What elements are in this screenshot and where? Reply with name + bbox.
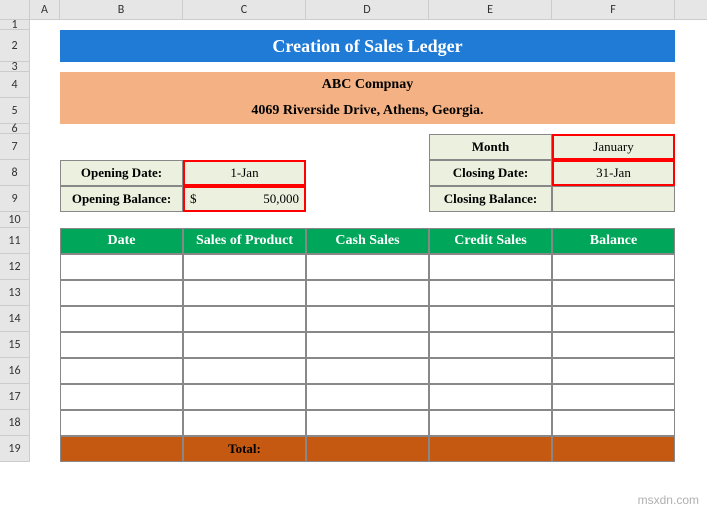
- row-15[interactable]: 15: [0, 332, 30, 358]
- row-11[interactable]: 11: [0, 228, 30, 254]
- row-14[interactable]: 14: [0, 306, 30, 332]
- table-row[interactable]: [60, 254, 183, 280]
- total-blank: [60, 436, 183, 462]
- row-1[interactable]: 1: [0, 20, 30, 30]
- th-cash-sales: Cash Sales: [306, 228, 429, 254]
- month-label: Month: [429, 134, 552, 160]
- table-row[interactable]: [60, 384, 183, 410]
- row-17[interactable]: 17: [0, 384, 30, 410]
- row-13[interactable]: 13: [0, 280, 30, 306]
- th-sales-product: Sales of Product: [183, 228, 306, 254]
- table-row[interactable]: [306, 358, 429, 384]
- table-row[interactable]: [306, 332, 429, 358]
- table-row[interactable]: [552, 306, 675, 332]
- table-row[interactable]: [429, 254, 552, 280]
- opening-date-value[interactable]: 1-Jan: [183, 160, 306, 186]
- col-D[interactable]: D: [306, 0, 429, 19]
- table-row[interactable]: [183, 280, 306, 306]
- total-cash: [306, 436, 429, 462]
- col-B[interactable]: B: [60, 0, 183, 19]
- company-address: 4069 Riverside Drive, Athens, Georgia.: [60, 98, 675, 124]
- row-18[interactable]: 18: [0, 410, 30, 436]
- opening-balance-label: Opening Balance:: [60, 186, 183, 212]
- total-credit: [429, 436, 552, 462]
- total-balance: [552, 436, 675, 462]
- col-E[interactable]: E: [429, 0, 552, 19]
- th-balance: Balance: [552, 228, 675, 254]
- table-row[interactable]: [552, 358, 675, 384]
- table-row[interactable]: [429, 384, 552, 410]
- closing-balance-value[interactable]: [552, 186, 675, 212]
- table-row[interactable]: [183, 358, 306, 384]
- table-row[interactable]: [552, 384, 675, 410]
- row-headers: 1 2 3 4 5 6 7 8 9 10 11 12 13 14 15 16 1…: [0, 20, 30, 462]
- row-3[interactable]: 3: [0, 62, 30, 72]
- table-row[interactable]: [60, 306, 183, 332]
- closing-date-value[interactable]: 31-Jan: [552, 160, 675, 186]
- col-C[interactable]: C: [183, 0, 306, 19]
- watermark: msxdn.com: [638, 493, 699, 507]
- table-row[interactable]: [183, 306, 306, 332]
- row-8[interactable]: 8: [0, 160, 30, 186]
- table-row[interactable]: [60, 410, 183, 436]
- closing-balance-label: Closing Balance:: [429, 186, 552, 212]
- table-row[interactable]: [429, 280, 552, 306]
- table-row[interactable]: [552, 280, 675, 306]
- closing-date-label: Closing Date:: [429, 160, 552, 186]
- currency-symbol: $: [190, 191, 197, 207]
- table-row[interactable]: [60, 280, 183, 306]
- total-label: Total:: [183, 436, 306, 462]
- table-row[interactable]: [60, 358, 183, 384]
- col-A[interactable]: A: [30, 0, 60, 19]
- row-5[interactable]: 5: [0, 98, 30, 124]
- col-F[interactable]: F: [552, 0, 675, 19]
- table-row[interactable]: [306, 254, 429, 280]
- table-row[interactable]: [306, 410, 429, 436]
- table-row[interactable]: [429, 358, 552, 384]
- table-row[interactable]: [306, 306, 429, 332]
- row-12[interactable]: 12: [0, 254, 30, 280]
- table-row[interactable]: [429, 410, 552, 436]
- opening-balance-value[interactable]: $ 50,000: [183, 186, 306, 212]
- row-9[interactable]: 9: [0, 186, 30, 212]
- row-16[interactable]: 16: [0, 358, 30, 384]
- th-date: Date: [60, 228, 183, 254]
- table-row[interactable]: [183, 384, 306, 410]
- table-row[interactable]: [552, 332, 675, 358]
- spreadsheet-grid[interactable]: Creation of Sales Ledger ABC Compnay 406…: [30, 20, 707, 462]
- table-row[interactable]: [552, 254, 675, 280]
- title-bar: Creation of Sales Ledger: [60, 30, 675, 62]
- row-7[interactable]: 7: [0, 134, 30, 160]
- opening-date-label: Opening Date:: [60, 160, 183, 186]
- table-row[interactable]: [60, 332, 183, 358]
- row-19[interactable]: 19: [0, 436, 30, 462]
- table-row[interactable]: [552, 410, 675, 436]
- row-2[interactable]: 2: [0, 30, 30, 62]
- row-6[interactable]: 6: [0, 124, 30, 134]
- table-row[interactable]: [183, 254, 306, 280]
- column-headers: A B C D E F: [0, 0, 707, 20]
- corner: [0, 0, 30, 19]
- table-row[interactable]: [429, 306, 552, 332]
- table-row[interactable]: [429, 332, 552, 358]
- row-4[interactable]: 4: [0, 72, 30, 98]
- table-row[interactable]: [306, 384, 429, 410]
- balance-amount: 50,000: [263, 191, 299, 207]
- company-name: ABC Compnay: [60, 72, 675, 98]
- table-row[interactable]: [183, 410, 306, 436]
- th-credit-sales: Credit Sales: [429, 228, 552, 254]
- row-10[interactable]: 10: [0, 212, 30, 228]
- month-value[interactable]: January: [552, 134, 675, 160]
- table-row[interactable]: [306, 280, 429, 306]
- table-row[interactable]: [183, 332, 306, 358]
